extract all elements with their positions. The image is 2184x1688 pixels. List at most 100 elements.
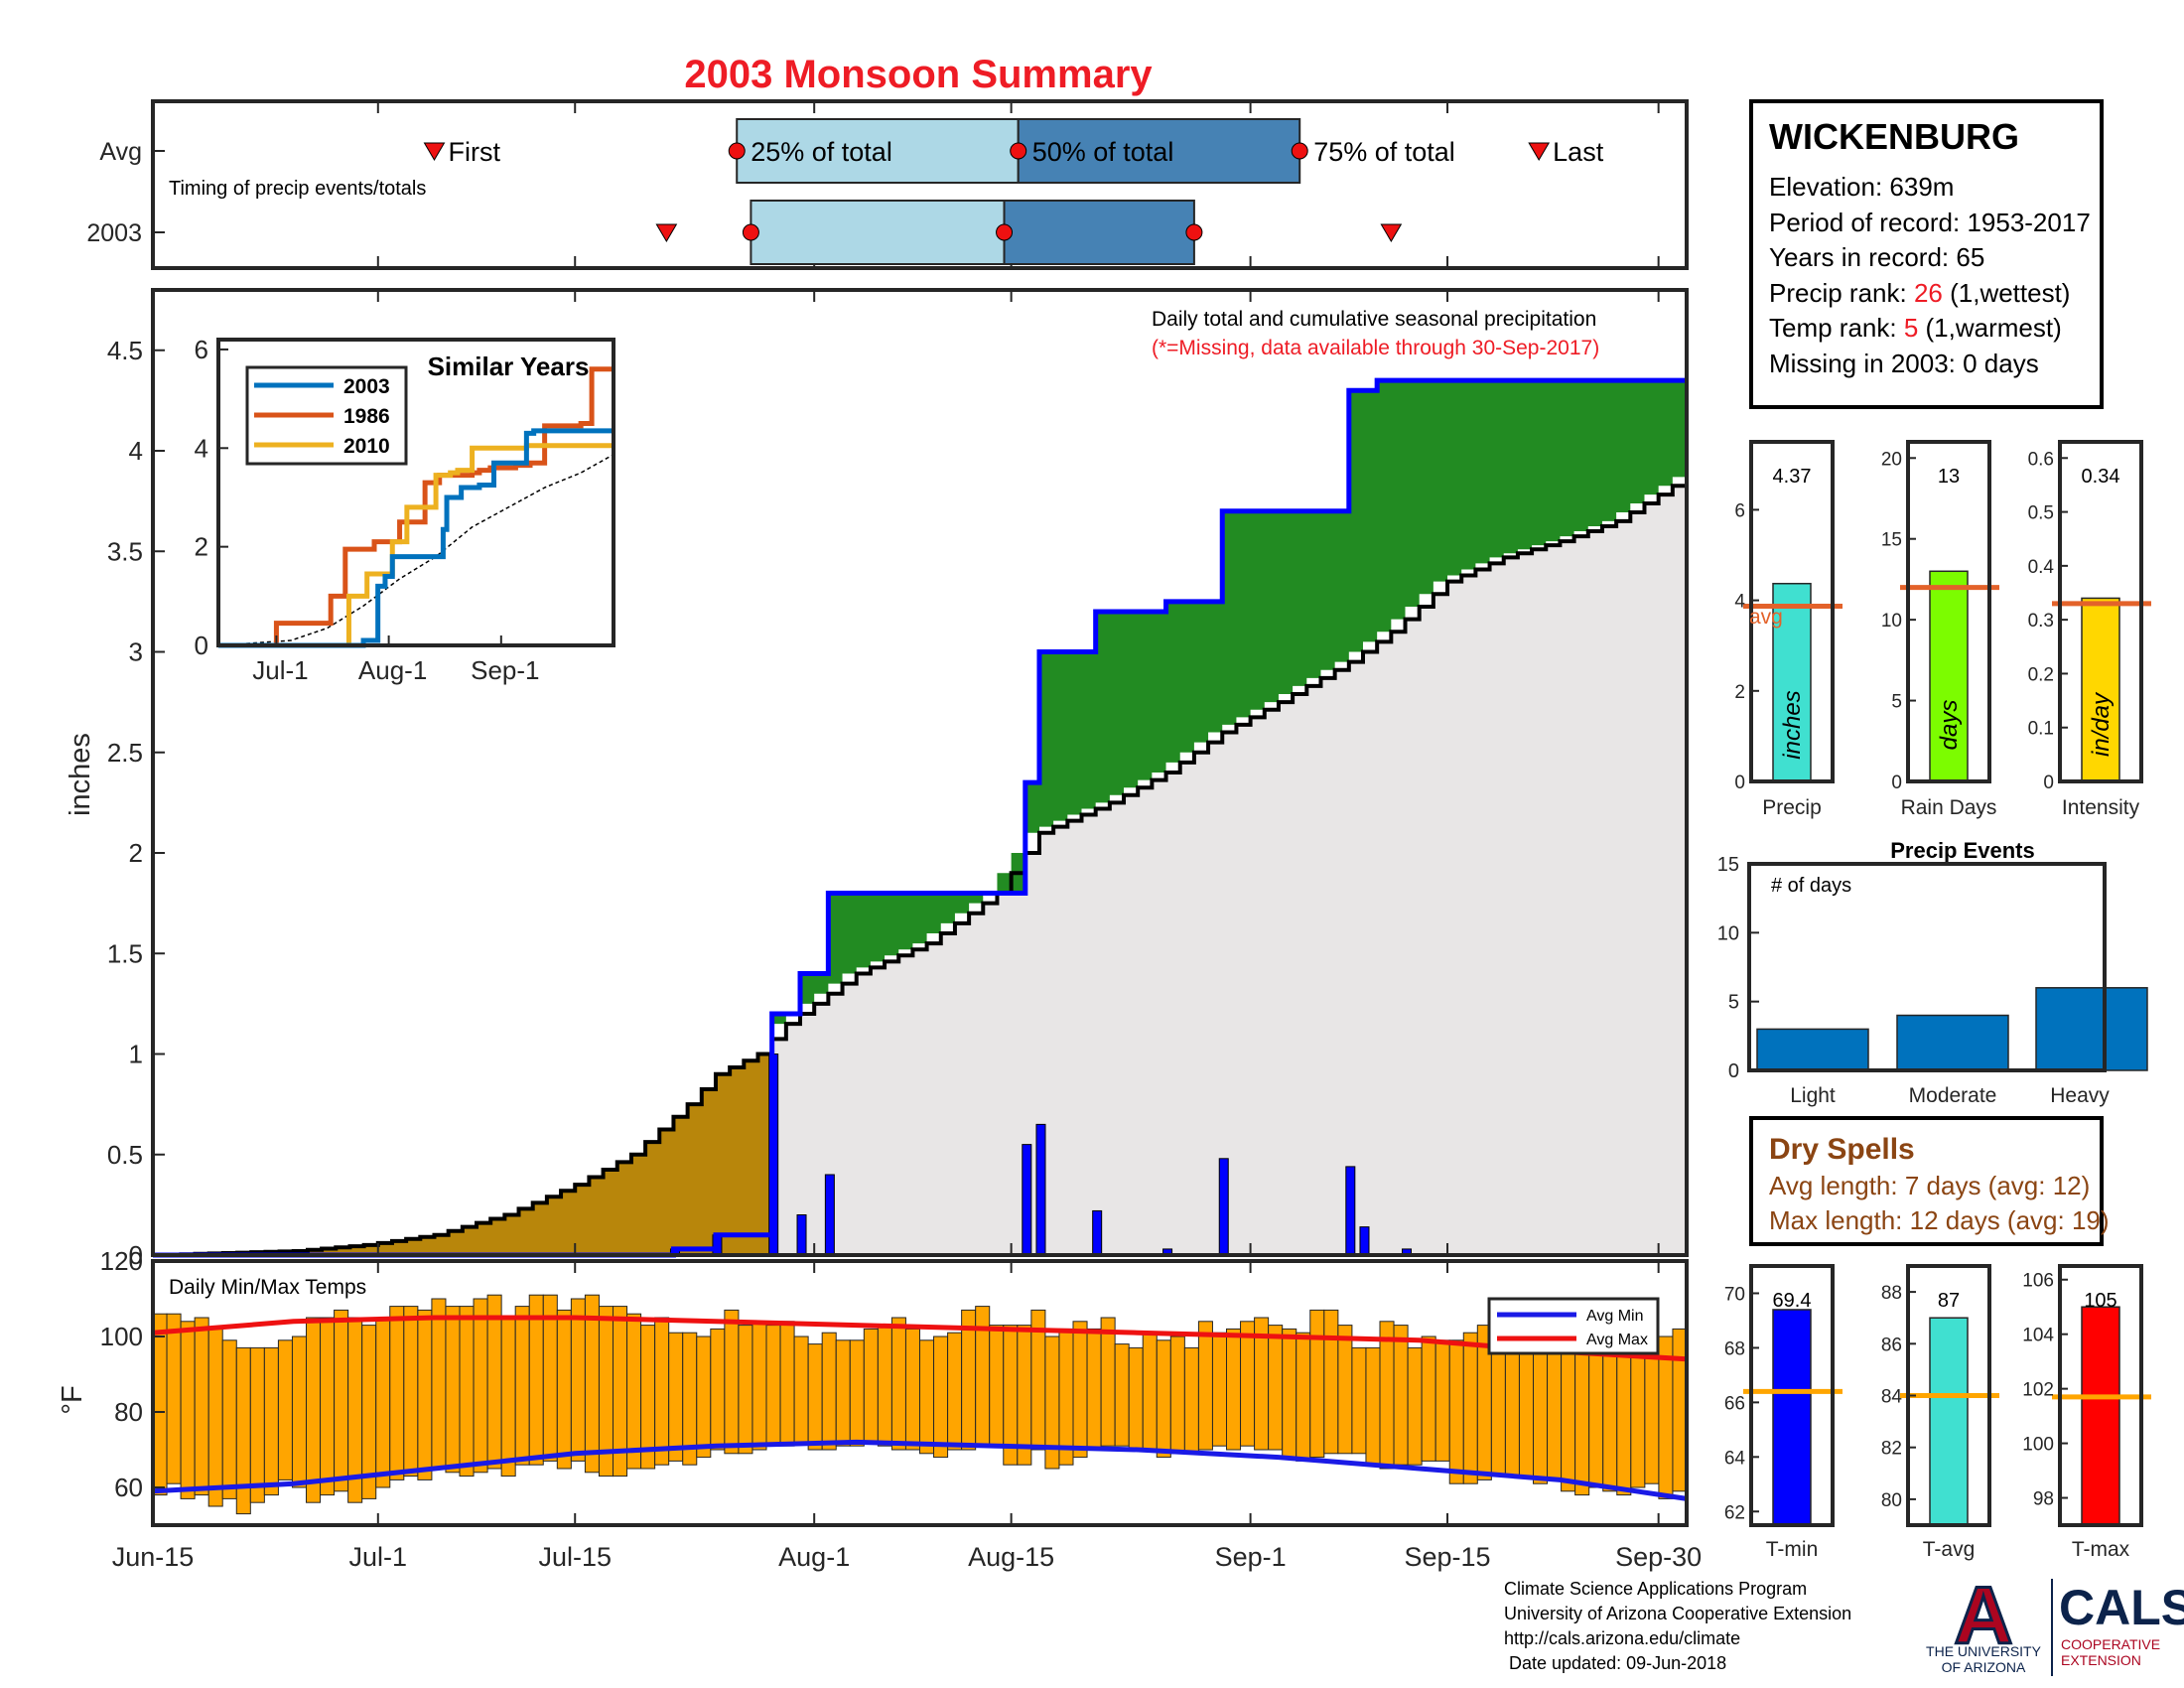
daily-temp-bar bbox=[877, 1325, 892, 1447]
temp-legend-min-label: Avg Min bbox=[1586, 1308, 1644, 1325]
daily-temp-bar bbox=[765, 1325, 781, 1447]
events-ytick-label: 0 bbox=[1728, 1060, 1739, 1082]
main-ytick-label: 1 bbox=[129, 1040, 143, 1069]
daily-temp-bar bbox=[375, 1317, 391, 1488]
main-subtitle: Daily total and cumulative seasonal prec… bbox=[1152, 308, 1596, 331]
y2003-last-marker bbox=[1380, 223, 1403, 242]
daily-temp-bar bbox=[890, 1317, 906, 1451]
mini-ytick-label: 0.2 bbox=[2028, 664, 2054, 685]
timing-row-2003: 2003 bbox=[86, 219, 142, 247]
footer-line4: Date updated: 09-Jun-2018 bbox=[1504, 1653, 1726, 1673]
inset-legend: 2003 1986 2010 bbox=[245, 365, 408, 466]
events-ytick-label: 15 bbox=[1717, 854, 1739, 876]
temp-ytick-label: 120 bbox=[100, 1246, 143, 1276]
date-tick-label: Aug-1 bbox=[778, 1542, 850, 1572]
main-ytick-label: 4 bbox=[129, 436, 143, 466]
y2003-50-75-box bbox=[1003, 200, 1195, 265]
main-ytick-label: 0.5 bbox=[107, 1140, 143, 1170]
avg-75-label: 75% of total bbox=[1313, 137, 1455, 167]
daily-temp-bar bbox=[1156, 1339, 1171, 1459]
mini-ytick-label: 4 bbox=[1734, 592, 1745, 613]
mini-ytick-label: 2 bbox=[1734, 682, 1745, 703]
figure-title: 2003 Monsoon Summary bbox=[684, 53, 1153, 96]
daily-temp-bar bbox=[556, 1309, 572, 1470]
daily-temp-bar bbox=[835, 1339, 851, 1447]
avg-25-50-box bbox=[736, 118, 1020, 184]
mini-label-intensity: Intensity bbox=[2062, 796, 2140, 819]
dry-spells-title: Dry Spells bbox=[1769, 1133, 1915, 1166]
temp-mini-frame bbox=[2058, 1264, 2143, 1527]
daily-temp-bar bbox=[445, 1306, 461, 1474]
mini-ytick-label: 0.6 bbox=[2028, 449, 2054, 470]
daily-temp-bar bbox=[1309, 1309, 1325, 1459]
daily-temp-bar bbox=[1086, 1328, 1102, 1451]
daily-temp-bar bbox=[417, 1309, 433, 1480]
daily-temp-bar bbox=[263, 1346, 279, 1496]
temp-mini-ytick-label: 100 bbox=[2022, 1435, 2054, 1456]
legend-label-1986: 1986 bbox=[343, 405, 390, 428]
temp-chart: 60 80 100 120 °F Daily Min/Max Temps Avg Mi… bbox=[57, 1246, 1689, 1527]
events-bar-light bbox=[1756, 1028, 1869, 1071]
daily-temp-bar bbox=[1379, 1321, 1395, 1470]
daily-temp-bar bbox=[989, 1325, 1005, 1447]
daily-temp-bar bbox=[1462, 1332, 1478, 1484]
avg-75-marker bbox=[1291, 142, 1308, 160]
main-ytick-label: 3.5 bbox=[107, 536, 143, 566]
daily-temp-bar bbox=[1421, 1336, 1436, 1462]
timing-row-avg: Avg bbox=[99, 138, 142, 166]
daily-temp-bar bbox=[1128, 1346, 1144, 1451]
inset-xtick-label: Sep-1 bbox=[471, 655, 539, 685]
date-tick-label: Sep-30 bbox=[1615, 1542, 1702, 1572]
daily-temp-bar bbox=[277, 1339, 293, 1480]
dry-spells-avg: Avg length: 7 days (avg: 12) bbox=[1769, 1171, 2090, 1200]
mini-chart-raindays: 13 Rain Days days 0 5 10 15 20 bbox=[1881, 440, 1999, 819]
main-ytick-label: 2 bbox=[129, 838, 143, 868]
daily-temp-bar bbox=[1588, 1343, 1604, 1488]
daily-temp-bar bbox=[249, 1346, 265, 1503]
mini-ytick-label: 20 bbox=[1881, 449, 1902, 470]
daily-temp-bar bbox=[626, 1313, 642, 1470]
temp-mini-ytick-label: 102 bbox=[2022, 1380, 2054, 1401]
inset-xtick-label: Jul-1 bbox=[252, 655, 308, 685]
footer-credits: Climate Science Applications Program Uni… bbox=[1504, 1579, 1851, 1673]
daily-temp-bar bbox=[306, 1317, 322, 1503]
legend-label-2010: 2010 bbox=[343, 435, 390, 458]
main-ytick-label: 2.5 bbox=[107, 738, 143, 768]
mini-ytick-label: 5 bbox=[1891, 692, 1902, 713]
mini-frame bbox=[2058, 440, 2143, 783]
y2003-25-marker bbox=[742, 223, 759, 241]
daily-temp-bar bbox=[821, 1332, 837, 1451]
temp-mini-ytick-label: 104 bbox=[2022, 1326, 2054, 1346]
daily-temp-bar bbox=[1658, 1336, 1674, 1499]
events-category-label: Moderate bbox=[1909, 1084, 1997, 1107]
temp-mini-ytick-label: 82 bbox=[1881, 1439, 1902, 1460]
mini-ytick-label: 0.5 bbox=[2028, 503, 2054, 524]
main-ytick-label: 4.5 bbox=[107, 336, 143, 365]
daily-temp-bar bbox=[863, 1328, 879, 1443]
mini-ytick-label: 0 bbox=[1734, 773, 1745, 793]
dry-spells-frame bbox=[1749, 1116, 2104, 1246]
daily-precip-bar bbox=[1092, 1209, 1103, 1256]
y2003-50-marker bbox=[996, 223, 1014, 241]
mini-unit-raindays: days bbox=[1936, 700, 1963, 751]
station-missing: Missing in 2003: 0 days bbox=[1769, 349, 2039, 378]
daily-temp-bar bbox=[1574, 1336, 1590, 1496]
mini-ytick-label: 0.4 bbox=[2028, 557, 2055, 578]
daily-temp-bar bbox=[1211, 1332, 1228, 1447]
daily-temp-bar bbox=[738, 1325, 753, 1455]
inset-ytick-label: 4 bbox=[195, 433, 208, 463]
temp-ytick-label: 100 bbox=[100, 1322, 143, 1351]
daily-temp-bar bbox=[947, 1332, 963, 1451]
daily-temp-bar bbox=[1072, 1321, 1088, 1459]
events-caption: # of days bbox=[1771, 875, 1851, 897]
temp-mini-ytick-label: 64 bbox=[1724, 1448, 1746, 1469]
daily-temp-bar bbox=[166, 1313, 182, 1484]
daily-temp-bar bbox=[1296, 1332, 1311, 1462]
inset-line-2003 bbox=[218, 428, 614, 648]
temp-mini-label-tmin: T-min bbox=[1766, 1538, 1819, 1561]
daily-temp-bar bbox=[1017, 1325, 1032, 1466]
daily-temp-bar bbox=[807, 1343, 823, 1451]
temp-legend-max-label: Avg Max bbox=[1586, 1332, 1648, 1348]
inset-line-2010 bbox=[218, 443, 614, 648]
daily-temp-bar bbox=[961, 1309, 977, 1451]
